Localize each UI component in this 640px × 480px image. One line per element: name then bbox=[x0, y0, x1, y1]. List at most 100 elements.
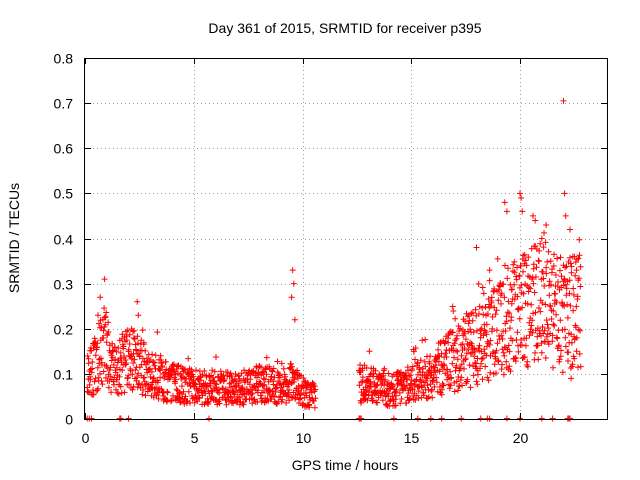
data-point bbox=[540, 330, 547, 337]
data-point bbox=[223, 401, 230, 408]
data-point bbox=[554, 335, 561, 342]
data-point bbox=[379, 397, 386, 404]
data-point bbox=[438, 415, 445, 422]
data-point bbox=[476, 342, 483, 349]
data-point bbox=[567, 260, 574, 267]
data-point bbox=[518, 194, 525, 201]
data-point bbox=[532, 309, 539, 316]
data-point bbox=[551, 322, 558, 329]
data-point bbox=[119, 367, 126, 374]
data-point bbox=[523, 335, 530, 342]
data-point bbox=[530, 261, 537, 268]
x-axis-label: GPS time / hours bbox=[292, 457, 399, 473]
data-point bbox=[501, 352, 508, 359]
x-tick-label: 20 bbox=[513, 430, 529, 446]
data-point bbox=[100, 368, 107, 375]
data-point bbox=[484, 343, 490, 350]
data-point bbox=[500, 371, 507, 378]
data-point bbox=[573, 303, 580, 310]
data-point bbox=[505, 265, 511, 272]
data-point bbox=[406, 373, 412, 380]
data-point bbox=[571, 253, 578, 260]
data-point bbox=[562, 343, 569, 350]
y-tick-label: 0.5 bbox=[54, 186, 74, 202]
data-point bbox=[295, 371, 302, 378]
data-point bbox=[449, 360, 456, 367]
data-point bbox=[289, 363, 295, 370]
data-point bbox=[113, 348, 120, 355]
data-point bbox=[221, 376, 228, 382]
data-point bbox=[503, 208, 510, 215]
data-point bbox=[183, 375, 190, 382]
data-point bbox=[210, 374, 217, 381]
data-point bbox=[562, 281, 569, 288]
data-point bbox=[535, 305, 542, 311]
data-point bbox=[565, 358, 571, 364]
data-point bbox=[373, 382, 380, 389]
data-point bbox=[482, 303, 489, 310]
data-point bbox=[557, 353, 564, 360]
data-point bbox=[505, 298, 512, 305]
data-point bbox=[372, 367, 379, 374]
data-point bbox=[553, 311, 560, 318]
data-point bbox=[225, 398, 232, 405]
data-point bbox=[201, 368, 208, 374]
data-point bbox=[441, 362, 448, 369]
data-point bbox=[126, 331, 133, 338]
data-point bbox=[197, 377, 204, 384]
y-tick-label: 0.1 bbox=[54, 367, 74, 383]
data-point bbox=[178, 383, 185, 390]
data-point bbox=[415, 395, 422, 402]
data-point bbox=[475, 371, 481, 378]
data-point bbox=[238, 385, 245, 392]
data-point bbox=[549, 338, 556, 345]
data-point bbox=[120, 343, 127, 350]
data-point bbox=[260, 382, 267, 389]
data-point bbox=[272, 385, 279, 392]
data-point bbox=[84, 353, 91, 359]
data-point bbox=[149, 351, 156, 358]
data-point bbox=[478, 360, 485, 367]
data-point bbox=[261, 381, 268, 388]
data-point bbox=[500, 349, 507, 356]
data-point bbox=[573, 334, 580, 341]
data-point bbox=[125, 415, 132, 422]
data-point bbox=[86, 381, 93, 388]
data-point bbox=[249, 390, 256, 397]
data-point bbox=[89, 365, 96, 372]
data-point bbox=[518, 342, 525, 348]
data-point bbox=[545, 341, 552, 348]
data-point bbox=[577, 283, 584, 290]
data-point bbox=[117, 349, 124, 356]
data-point bbox=[107, 373, 114, 380]
data-point bbox=[424, 382, 431, 389]
data-point bbox=[290, 280, 297, 287]
data-point bbox=[95, 312, 101, 319]
data-point bbox=[562, 264, 569, 271]
data-point bbox=[525, 284, 532, 291]
data-point bbox=[557, 267, 563, 274]
data-point bbox=[489, 325, 496, 332]
data-point bbox=[442, 350, 449, 357]
data-point bbox=[129, 371, 136, 378]
data-point bbox=[288, 294, 295, 301]
data-point bbox=[390, 415, 397, 422]
data-point bbox=[92, 375, 99, 382]
data-point bbox=[287, 361, 294, 367]
data-point bbox=[473, 378, 480, 385]
data-point bbox=[185, 388, 192, 395]
data-point bbox=[457, 365, 464, 372]
data-point bbox=[482, 363, 489, 370]
data-point bbox=[567, 226, 573, 233]
data-point bbox=[552, 272, 559, 278]
data-point bbox=[494, 255, 501, 262]
data-point bbox=[573, 348, 580, 355]
data-point bbox=[433, 374, 440, 381]
data-point bbox=[438, 386, 445, 393]
data-point bbox=[532, 349, 538, 356]
data-point bbox=[385, 390, 392, 397]
data-point bbox=[101, 276, 108, 283]
data-point bbox=[283, 400, 290, 406]
data-point bbox=[134, 298, 141, 305]
data-point bbox=[124, 327, 131, 334]
